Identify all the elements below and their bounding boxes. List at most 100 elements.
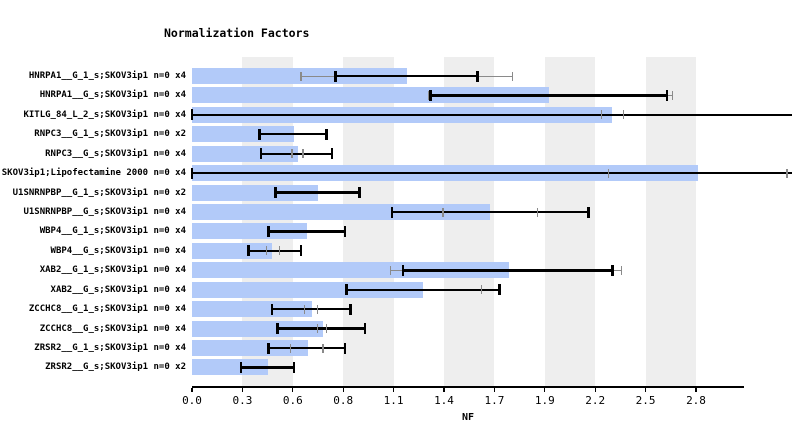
chart-title: Normalization Factors: [164, 26, 310, 40]
error-bar-cap-left: [429, 89, 432, 101]
error-bar-cap-left: [345, 284, 348, 296]
nf-bar: [192, 301, 313, 318]
x-axis-tick: [493, 387, 496, 393]
error-bar-line: [268, 346, 345, 350]
error-bar-line: [192, 171, 792, 175]
x-axis-tick-label: 0.8: [333, 394, 354, 407]
error-bar-cap-right: [476, 70, 479, 82]
error-bar-cap-left: [259, 148, 263, 160]
whisker-cap-left: [427, 90, 430, 100]
x-axis-tick-label: 2.8: [686, 394, 706, 407]
x-axis-tick-label: 1.9: [534, 394, 555, 407]
row-label: HNRPA1__G_s;SKOV3ip1 n=0 x4: [39, 90, 186, 101]
row-label: ZRSR2__G_1_s;SKOV3ip1 n=0 x4: [34, 343, 186, 354]
whisker-cap-right: [316, 304, 319, 314]
nf-bar: [192, 262, 509, 279]
whisker-cap-right: [671, 90, 674, 100]
row-label: KITLG_84_L_2_s;SKOV3ip1 n=0 x4: [23, 109, 186, 120]
error-bar-cap-right: [587, 206, 590, 218]
whisker-cap-left: [289, 343, 291, 353]
x-axis-tick-label: 0.0: [182, 394, 202, 407]
x-axis-title: NF: [461, 412, 475, 423]
error-bar-cap-left: [190, 109, 194, 121]
error-bar-cap-left: [239, 361, 243, 373]
error-bar-cap-left: [276, 323, 279, 335]
error-bar-cap-left: [274, 187, 277, 199]
x-axis-tick-label: 1.4: [434, 394, 454, 407]
error-bar-cap-right: [299, 245, 303, 257]
x-axis-tick: [695, 387, 697, 393]
whisker-cap-left: [442, 207, 444, 217]
whisker-cap-right: [325, 324, 328, 334]
x-axis-tick: [644, 387, 647, 393]
grid-band: [645, 57, 696, 386]
whisker-cap-right: [620, 265, 623, 275]
row-label: U1SNRNPBP__G_1_s;SKOV3ip1 n=0 x2: [12, 187, 186, 198]
nf-bar: [192, 87, 549, 104]
error-bar-cap-right: [363, 323, 367, 335]
whisker-cap-right: [511, 71, 513, 81]
row-label: ZCCHC8__G_s;SKOV3ip1 n=0 x4: [39, 323, 186, 334]
row-label: SKOV3ip1;Lipofectamine 2000 n=0 x4: [1, 168, 186, 179]
error-bar-line: [241, 366, 294, 369]
x-axis-tick: [342, 387, 344, 393]
nf-bar: [192, 184, 318, 201]
error-bar-line: [392, 210, 589, 214]
whisker-cap-left: [300, 71, 302, 81]
error-bar-line: [335, 74, 478, 78]
nf-bar: [192, 204, 491, 221]
error-bar-line: [268, 230, 345, 233]
error-bar-cap-right: [343, 225, 347, 237]
row-label: ZCCHC8__G_1_s;SKOV3ip1 n=0 x4: [28, 304, 186, 315]
row-label: RNPC3__G_1_s;SKOV3ip1 n=0 x2: [34, 129, 186, 140]
error-bar-cap-left: [334, 70, 338, 82]
whisker-cap-right: [302, 149, 304, 159]
error-bar-line: [430, 94, 667, 97]
whisker-cap-left: [389, 265, 391, 275]
error-bar-cap-left: [258, 128, 261, 140]
nf-bar: [192, 359, 269, 376]
nf-bar: [192, 223, 307, 240]
x-axis-tick: [594, 387, 596, 393]
error-bar-cap-right: [325, 128, 328, 140]
whisker-cap-right: [786, 168, 788, 178]
whisker-cap-left: [316, 324, 319, 334]
x-axis-tick-label: 0.6: [282, 394, 303, 407]
whisker-cap-left: [265, 246, 268, 256]
whisker-cap-right: [537, 207, 539, 217]
whisker-cap-left: [607, 168, 610, 178]
error-bar-line: [403, 269, 613, 272]
row-label: U1SNRNPBP__G_s;SKOV3ip1 n=0 x4: [23, 207, 186, 218]
error-bar-cap-left: [401, 264, 405, 276]
whisker-cap-left: [291, 149, 293, 159]
error-bar-line: [275, 191, 360, 194]
x-axis-tick-label: 1.1: [383, 394, 404, 407]
nf-bar: [192, 281, 424, 298]
whisker-cap-right: [322, 343, 324, 353]
row-label: RNPC3__G_s;SKOV3ip1 n=0 x4: [45, 148, 186, 159]
whisker-cap-left: [600, 110, 603, 120]
error-bar-cap-right: [348, 303, 352, 315]
whisker-cap-right: [622, 110, 624, 120]
row-label: HNRPA1__G_1_s;SKOV3ip1 n=0 x4: [28, 71, 186, 81]
nf-bar: [192, 126, 294, 143]
nf-bar: [192, 242, 273, 259]
x-axis-tick: [191, 387, 193, 393]
row-label: WBP4__G_s;SKOV3ip1 n=0 x4: [50, 245, 186, 256]
whisker-cap-right: [278, 246, 281, 256]
row-label: WBP4__G_1_s;SKOV3ip1 n=0 x4: [39, 226, 186, 237]
error-bar-cap-left: [270, 303, 274, 315]
x-axis-tick-label: 1.7: [484, 394, 505, 407]
error-bar-cap-right: [330, 148, 334, 160]
nf-bar: [192, 68, 407, 84]
x-axis-tick-label: 0.3: [232, 394, 253, 407]
row-label: XAB2__G_s;SKOV3ip1 n=0 x4: [50, 284, 186, 295]
error-bar-cap-right: [611, 264, 614, 276]
error-bar-cap-right: [343, 342, 347, 354]
row-label: ZRSR2__G_s;SKOV3ip1 n=0 x2: [45, 362, 186, 373]
error-bar-cap-left: [267, 225, 270, 237]
error-bar-cap-right: [665, 89, 669, 101]
error-bar-cap-right: [498, 284, 501, 296]
error-bar-line: [272, 307, 351, 311]
x-axis-tick: [241, 387, 244, 393]
